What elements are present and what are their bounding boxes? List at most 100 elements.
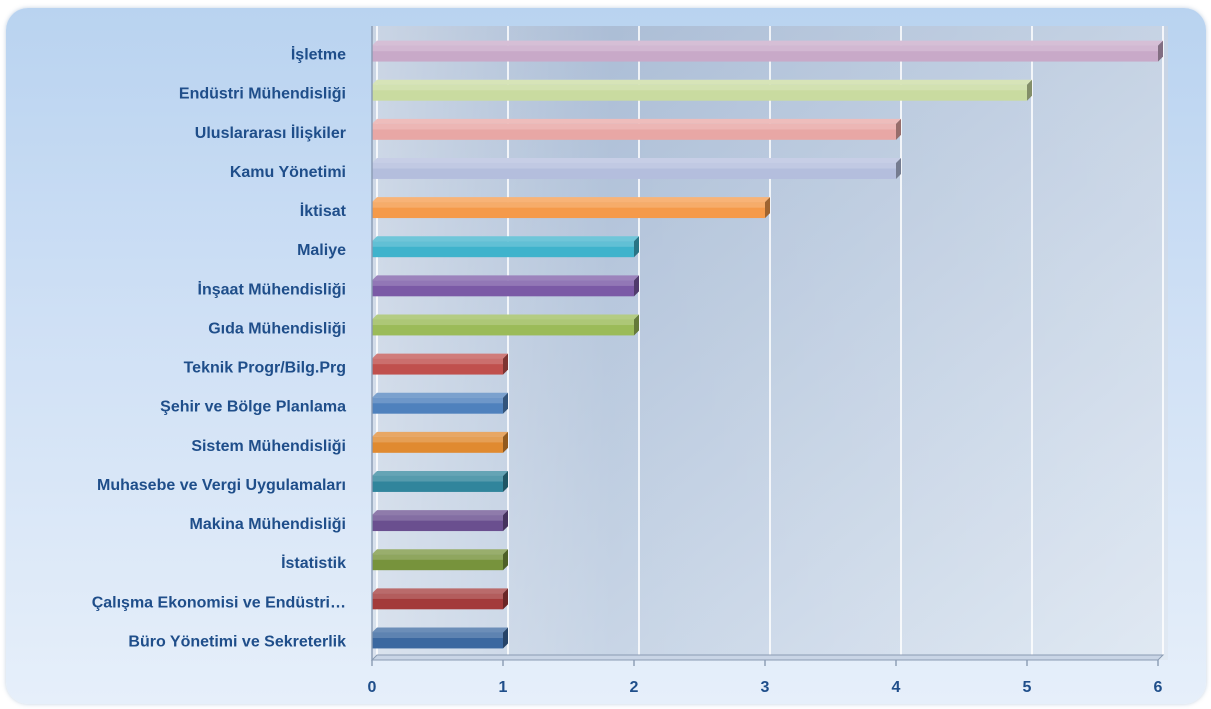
tick-label: 4: [892, 679, 901, 696]
bar-top-face: [372, 197, 770, 203]
bar-highlight: [372, 554, 503, 560]
bar-end-face: [634, 236, 639, 258]
bar: [372, 118, 901, 140]
bar-highlight: [372, 515, 503, 521]
bar-top-face: [372, 470, 508, 476]
tick-label: 2: [630, 679, 639, 696]
bar-top-face: [372, 510, 508, 516]
x-axis: [370, 26, 1165, 666]
bar-top-face: [372, 431, 508, 437]
bar: [372, 549, 508, 571]
bar-front-face: [372, 436, 503, 453]
bar-front-face: [372, 397, 503, 414]
bar-highlight: [372, 45, 1158, 52]
bar-end-face: [503, 627, 508, 649]
category-label: İşletme: [291, 46, 346, 64]
tick-label: 5: [1023, 679, 1032, 696]
category-labels: İşletme Endüstri Mühendisliği Uluslararası…: [92, 46, 347, 651]
bar-end-face: [634, 275, 639, 297]
category-label: Makina Mühendisliği: [190, 516, 346, 533]
bar-end-face: [896, 118, 901, 140]
bar: [372, 392, 508, 414]
bar-top-face: [372, 314, 639, 320]
bar-top-face: [372, 118, 901, 124]
category-label: Maliye: [297, 242, 346, 259]
bar-top-face: [372, 588, 508, 594]
bars: [372, 40, 1163, 649]
category-label: Endüstri Mühendisliği: [179, 86, 346, 103]
bar: [372, 510, 508, 532]
tick-label: 6: [1154, 679, 1163, 696]
bar-highlight: [372, 397, 503, 404]
bar-highlight: [372, 319, 634, 326]
bar-end-face: [503, 510, 508, 532]
bar-top-face: [372, 79, 1032, 85]
category-label: İktisat: [300, 202, 347, 220]
bar-end-face: [634, 314, 639, 336]
category-label: Gıda Mühendisliği: [208, 320, 346, 337]
bar-highlight: [372, 632, 503, 639]
category-label: Çalışma Ekonomisi ve Endüstri…: [92, 594, 346, 611]
tick-label: 0: [368, 679, 377, 696]
bar: [372, 314, 639, 336]
tick-label: 1: [499, 679, 508, 696]
tick-labels: 0 1 2 3 4 5 6: [368, 679, 1163, 696]
bar-highlight: [372, 241, 634, 247]
bar: [372, 275, 639, 297]
bar-end-face: [1158, 40, 1163, 62]
bar-highlight: [372, 123, 896, 130]
bar-highlight: [372, 202, 765, 208]
bar-highlight: [372, 593, 503, 599]
bar-front-face: [372, 202, 765, 219]
bar: [372, 588, 508, 610]
bar: [372, 79, 1032, 101]
bar-highlight: [372, 84, 1027, 91]
bar-front-face: [372, 475, 503, 492]
bar-top-face: [372, 236, 639, 242]
bar-end-face: [503, 353, 508, 375]
bar-highlight: [372, 280, 634, 286]
bar-top-face: [372, 627, 508, 633]
bar-front-face: [372, 241, 634, 258]
bar: [372, 40, 1163, 62]
bar-front-face: [372, 123, 896, 140]
x-axis-floor: [370, 654, 1165, 661]
bar-end-face: [1027, 79, 1032, 101]
bar: [372, 197, 770, 219]
bar-end-face: [503, 392, 508, 414]
category-label: Şehir ve Bölge Planlama: [160, 399, 346, 416]
bar-end-face: [503, 470, 508, 492]
category-label: İstatistik: [281, 554, 346, 572]
bar-top-face: [372, 353, 508, 359]
bar-end-face: [765, 197, 770, 219]
bar-highlight: [372, 436, 503, 443]
bar-front-face: [372, 515, 503, 532]
bar-top-face: [372, 275, 639, 281]
bar-top-face: [372, 157, 901, 163]
bar-highlight: [372, 475, 503, 482]
category-label: Muhasebe ve Vergi Uygulamaları: [97, 477, 346, 494]
category-label: Sistem Mühendisliği: [191, 438, 346, 455]
bar-top-face: [372, 392, 508, 398]
category-label: Uluslararası İlişkiler: [195, 124, 346, 142]
bar-front-face: [372, 632, 503, 649]
bar-highlight: [372, 162, 896, 169]
bar-front-face: [372, 84, 1027, 101]
bar-top-face: [372, 549, 508, 555]
bar-highlight: [372, 358, 503, 365]
bar: [372, 470, 508, 492]
bar: [372, 353, 508, 375]
bar-front-face: [372, 280, 634, 297]
bar-end-face: [503, 431, 508, 453]
bar-end-face: [503, 588, 508, 610]
bar-front-face: [372, 593, 503, 610]
bar-front-face: [372, 45, 1158, 62]
bar-end-face: [896, 157, 901, 179]
bar-front-face: [372, 319, 634, 336]
bar: [372, 627, 508, 649]
bar-front-face: [372, 162, 896, 179]
bar-front-face: [372, 554, 503, 571]
bar-end-face: [503, 549, 508, 571]
category-label: Teknik Progr/Bilg.Prg: [184, 360, 346, 377]
